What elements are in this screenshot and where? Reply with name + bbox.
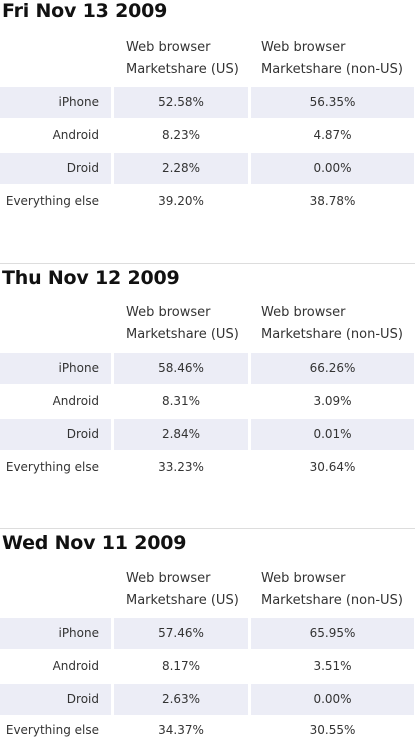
us-value: 58.46%: [114, 353, 248, 384]
table-row: Everything else 33.23% 30.64%: [0, 452, 414, 483]
table-row: Android 8.17% 3.51%: [0, 651, 414, 682]
table-row: Droid 2.28% 0.00%: [0, 153, 414, 184]
non-us-value: 3.51%: [313, 659, 352, 673]
us-value: 52.58%: [114, 87, 248, 118]
non-us-value: 66.26%: [251, 353, 414, 384]
row-label: iPhone: [0, 353, 111, 384]
table-row: Everything else 39.20% 38.78%: [0, 186, 414, 217]
us-value: 2.28%: [114, 153, 248, 184]
date-section: Fri Nov 13 2009 Web browser Marketshare …: [0, 0, 415, 250]
row-label: Droid: [0, 684, 111, 715]
row-label: iPhone: [0, 618, 111, 649]
us-value: 2.63%: [114, 684, 248, 715]
us-value: 33.23%: [158, 460, 204, 474]
table-row: iPhone 57.46% 65.95%: [0, 618, 414, 649]
column-header-non-us: Web browser Marketshare (non-US): [261, 40, 403, 77]
row-label: Everything else: [5, 194, 99, 208]
section-date: Fri Nov 13 2009: [2, 0, 168, 22]
column-header-non-us: Web browser Marketshare (non-US): [261, 571, 403, 608]
non-us-value: 30.64%: [309, 460, 356, 474]
row-label: Android: [52, 128, 99, 142]
table-row: Droid 2.84% 0.01%: [0, 419, 414, 450]
us-value: 8.31%: [161, 394, 201, 408]
table-row: iPhone 58.46% 66.26%: [0, 353, 414, 384]
row-label: Android: [52, 394, 99, 408]
date-section: Thu Nov 12 2009 Web browser Marketshare …: [0, 263, 415, 528]
non-us-value: 3.09%: [313, 394, 352, 408]
table-row: Everything else 34.37% 30.55%: [0, 715, 414, 746]
non-us-value: 30.55%: [309, 723, 356, 737]
non-us-value: 4.87%: [313, 128, 352, 142]
column-header-non-us: Web browser Marketshare (non-US): [261, 305, 403, 342]
non-us-value: 0.01%: [251, 419, 414, 450]
date-section: Wed Nov 11 2009 Web browser Marketshare …: [0, 528, 415, 746]
row-label: iPhone: [0, 87, 111, 118]
table-row: Droid 2.63% 0.00%: [0, 684, 414, 715]
table-row: iPhone 52.58% 56.35%: [0, 87, 414, 118]
us-value: 8.23%: [161, 128, 201, 142]
us-value: 8.17%: [161, 659, 201, 673]
us-value: 34.37%: [158, 723, 204, 737]
non-us-value: 65.95%: [251, 618, 414, 649]
section-date: Thu Nov 12 2009: [2, 267, 180, 289]
row-label: Everything else: [5, 723, 99, 737]
row-label: Everything else: [5, 460, 99, 474]
table-row: Android 8.23% 4.87%: [0, 120, 414, 151]
column-header-us: Web browser Marketshare (US): [126, 571, 239, 608]
row-label: Droid: [0, 419, 111, 450]
row-label: Android: [52, 659, 99, 673]
us-value: 57.46%: [114, 618, 248, 649]
row-label: Droid: [0, 153, 111, 184]
non-us-value: 56.35%: [251, 87, 414, 118]
section-date: Wed Nov 11 2009: [2, 532, 187, 554]
us-value: 2.84%: [114, 419, 248, 450]
column-header-us: Web browser Marketshare (US): [126, 305, 239, 342]
non-us-value: 0.00%: [251, 153, 414, 184]
column-header-us: Web browser Marketshare (US): [126, 40, 239, 77]
table-row: Android 8.31% 3.09%: [0, 386, 414, 417]
non-us-value: 38.78%: [309, 194, 356, 208]
us-value: 39.20%: [158, 194, 204, 208]
non-us-value: 0.00%: [251, 684, 414, 715]
